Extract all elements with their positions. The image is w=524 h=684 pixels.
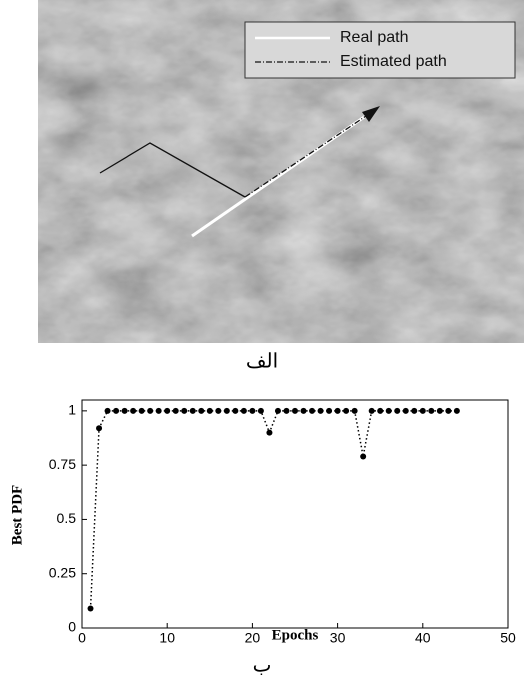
y-tick-label: 1	[68, 402, 76, 418]
data-point	[437, 408, 443, 414]
terrain-image: Real path Estimated path	[38, 0, 524, 343]
x-tick-label: 40	[415, 630, 431, 646]
x-tick-label: 50	[500, 630, 516, 646]
y-tick-label: 0	[68, 619, 76, 635]
series-line	[91, 411, 457, 609]
caption: ب	[253, 654, 272, 676]
data-point	[292, 408, 298, 414]
y-tick-label: 0.75	[49, 456, 76, 472]
data-point	[232, 408, 238, 414]
data-point	[420, 408, 426, 414]
data-point	[377, 408, 383, 414]
legend-label: Real path	[340, 29, 409, 46]
data-point	[394, 408, 400, 414]
data-point	[283, 408, 289, 414]
data-point	[386, 408, 392, 414]
y-axis-label: Best PDF	[9, 485, 25, 545]
data-point	[258, 408, 264, 414]
data-point	[275, 408, 281, 414]
data-point	[113, 408, 119, 414]
data-point	[454, 408, 460, 414]
data-point	[181, 408, 187, 414]
data-point	[309, 408, 315, 414]
data-point	[343, 408, 349, 414]
data-point	[198, 408, 204, 414]
data-point	[369, 408, 375, 414]
data-point	[266, 430, 272, 436]
data-point	[335, 408, 341, 414]
data-point	[352, 408, 358, 414]
data-point	[428, 408, 434, 414]
data-point	[403, 408, 409, 414]
x-tick-label: 30	[330, 630, 346, 646]
data-point	[130, 408, 136, 414]
data-point	[164, 408, 170, 414]
data-point	[96, 425, 102, 431]
data-point	[88, 605, 94, 611]
figure: Real path Estimated path الف ب Epochs Be…	[0, 0, 524, 684]
x-tick-label: 20	[245, 630, 261, 646]
data-point	[139, 408, 145, 414]
data-point	[318, 408, 324, 414]
data-point	[207, 408, 213, 414]
data-point	[301, 408, 307, 414]
data-point	[173, 408, 179, 414]
data-point	[326, 408, 332, 414]
data-point	[241, 408, 247, 414]
y-tick-label: 0.25	[49, 564, 76, 580]
data-point	[190, 408, 196, 414]
legend-label: Estimated path	[340, 53, 447, 70]
data-point	[156, 408, 162, 414]
data-point	[215, 408, 221, 414]
data-point	[411, 408, 417, 414]
x-axis-label: Epochs	[272, 627, 319, 643]
caption: الف	[246, 350, 278, 372]
data-point	[105, 408, 111, 414]
data-point	[360, 453, 366, 459]
data-point	[249, 408, 255, 414]
legend: Real path Estimated path	[245, 22, 515, 78]
plot-frame	[82, 400, 508, 628]
data-point	[147, 408, 153, 414]
x-tick-label: 0	[78, 630, 86, 646]
data-point	[122, 408, 128, 414]
data-point	[445, 408, 451, 414]
x-tick-label: 10	[159, 630, 175, 646]
y-tick-label: 0.5	[57, 510, 77, 526]
data-point	[224, 408, 230, 414]
